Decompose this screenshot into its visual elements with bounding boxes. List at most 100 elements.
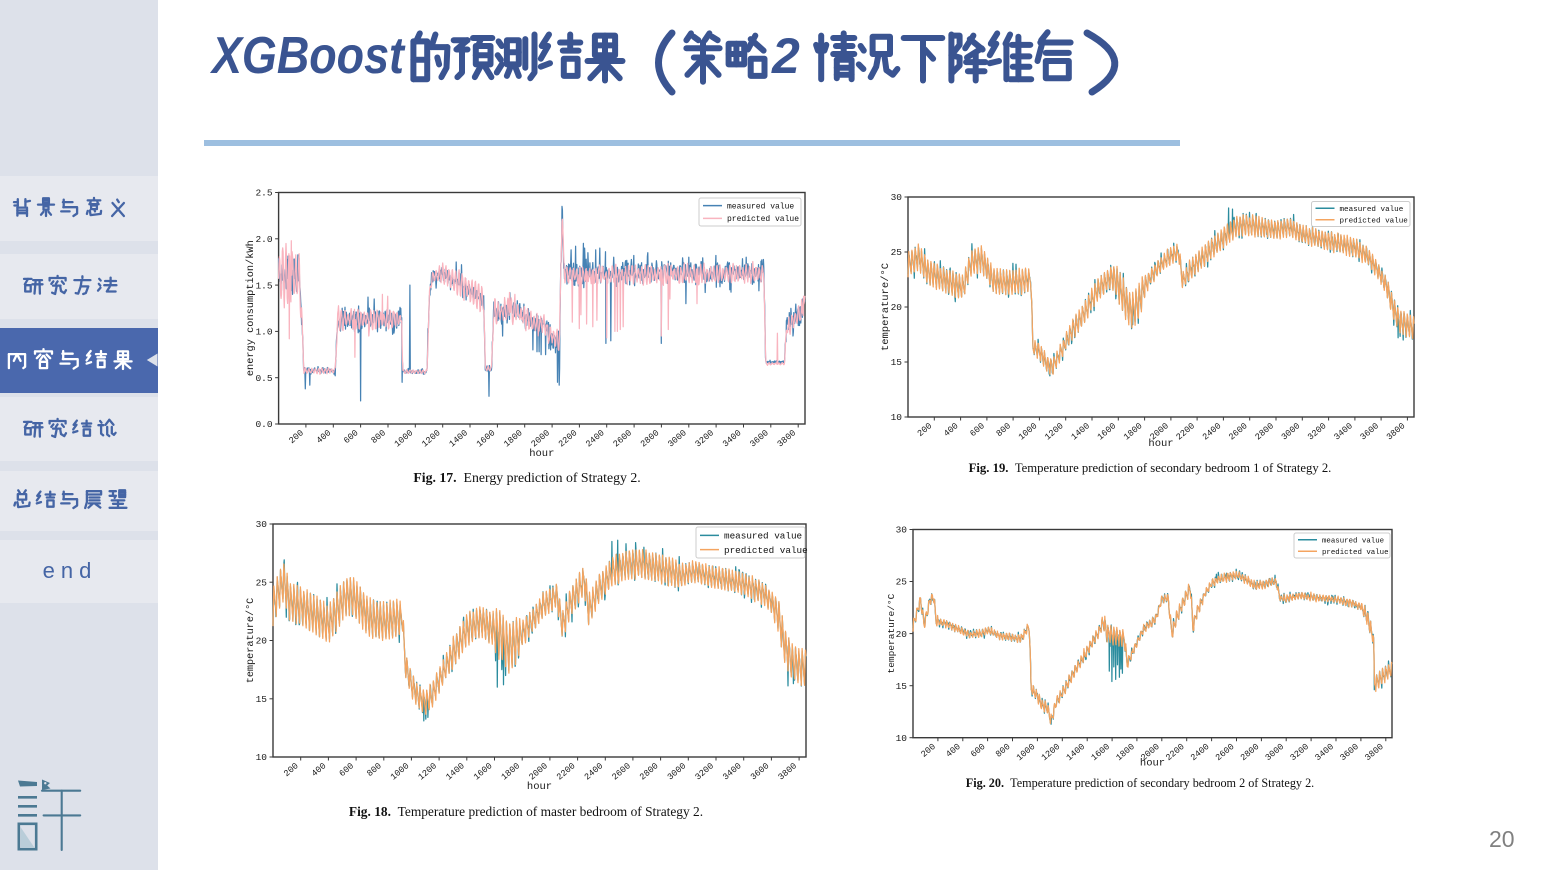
svg-text:2400: 2400: [584, 428, 607, 449]
svg-text:10: 10: [891, 412, 903, 423]
svg-text:2: 2: [771, 28, 800, 84]
svg-text:3800: 3800: [1363, 742, 1386, 763]
svg-text:400: 400: [942, 421, 961, 439]
svg-text:3400: 3400: [1332, 421, 1355, 442]
svg-text:3800: 3800: [1385, 421, 1408, 442]
svg-text:200: 200: [282, 761, 301, 779]
svg-text:3600: 3600: [748, 428, 771, 449]
svg-text:predicted value: predicted value: [724, 545, 808, 556]
svg-text:measured value: measured value: [724, 531, 802, 542]
svg-text:3200: 3200: [1288, 742, 1311, 763]
svg-text:1800: 1800: [500, 761, 523, 782]
svg-text:1000: 1000: [1015, 742, 1038, 763]
svg-text:measured value: measured value: [727, 202, 794, 211]
svg-text:1800: 1800: [502, 428, 525, 449]
svg-text:temperature/°C: temperature/°C: [886, 593, 897, 673]
svg-text:2000: 2000: [529, 428, 552, 449]
svg-text:200: 200: [919, 742, 938, 760]
svg-text:25: 25: [891, 247, 903, 258]
svg-text:25: 25: [896, 577, 908, 588]
svg-text:1600: 1600: [1089, 742, 1112, 763]
svg-text:1200: 1200: [1040, 742, 1063, 763]
svg-text:0.5: 0.5: [255, 373, 272, 384]
svg-text:3600: 3600: [1358, 421, 1381, 442]
svg-text:XGBoost: XGBoost: [209, 27, 406, 85]
svg-text:2600: 2600: [610, 761, 633, 782]
svg-text:1000: 1000: [393, 428, 416, 449]
svg-text:temperature/°C: temperature/°C: [880, 263, 892, 351]
svg-text:15: 15: [891, 357, 903, 368]
svg-text:hour: hour: [529, 448, 554, 460]
svg-text:15: 15: [896, 681, 908, 692]
svg-text:2600: 2600: [611, 428, 634, 449]
svg-text:1200: 1200: [1043, 421, 1066, 442]
svg-text:1400: 1400: [1069, 421, 1092, 442]
svg-text:3400: 3400: [1313, 742, 1336, 763]
svg-text:1400: 1400: [444, 761, 467, 782]
svg-text:20: 20: [256, 636, 268, 647]
svg-text:200: 200: [287, 428, 306, 446]
svg-text:10: 10: [256, 752, 268, 763]
svg-text:0.0: 0.0: [255, 419, 272, 430]
svg-text:measured value: measured value: [1322, 537, 1384, 545]
svg-text:400: 400: [944, 742, 963, 760]
svg-text:2400: 2400: [1189, 742, 1212, 763]
svg-text:hour: hour: [1140, 758, 1165, 770]
svg-text:2200: 2200: [555, 761, 578, 782]
svg-text:2200: 2200: [1164, 742, 1187, 763]
svg-text:1.5: 1.5: [255, 280, 272, 291]
svg-text:2200: 2200: [557, 428, 580, 449]
svg-text:2600: 2600: [1214, 742, 1237, 763]
svg-text:3200: 3200: [1306, 421, 1329, 442]
svg-text:hour: hour: [1148, 438, 1173, 450]
svg-text:800: 800: [994, 421, 1013, 439]
svg-text:1000: 1000: [1017, 421, 1040, 442]
svg-text:600: 600: [969, 742, 988, 760]
svg-text:30: 30: [256, 519, 268, 530]
svg-text:3000: 3000: [666, 428, 689, 449]
svg-text:temperature/°C: temperature/°C: [245, 598, 257, 684]
svg-text:2000: 2000: [527, 761, 550, 782]
svg-text:3200: 3200: [693, 428, 716, 449]
svg-text:1000: 1000: [389, 761, 412, 782]
svg-text:predicted value: predicted value: [1340, 217, 1409, 225]
svg-text:2400: 2400: [583, 761, 606, 782]
svg-text:1600: 1600: [1096, 421, 1119, 442]
svg-text:400: 400: [315, 428, 334, 446]
svg-text:200: 200: [916, 421, 935, 439]
svg-text:3000: 3000: [1280, 421, 1303, 442]
svg-text:30: 30: [891, 192, 903, 203]
svg-text:1200: 1200: [420, 428, 443, 449]
svg-text:1400: 1400: [447, 428, 470, 449]
svg-text:2.5: 2.5: [255, 188, 272, 199]
svg-text:3800: 3800: [776, 428, 799, 449]
svg-text:energy consumption/kWh: energy consumption/kWh: [245, 240, 257, 376]
svg-text:3200: 3200: [693, 761, 716, 782]
svg-text:30: 30: [896, 525, 908, 536]
svg-text:2800: 2800: [1253, 421, 1276, 442]
svg-text:2800: 2800: [1239, 742, 1262, 763]
svg-text:600: 600: [342, 428, 361, 446]
svg-text:2400: 2400: [1201, 421, 1224, 442]
svg-text:1400: 1400: [1065, 742, 1088, 763]
svg-text:1600: 1600: [472, 761, 495, 782]
svg-text:800: 800: [369, 428, 388, 446]
svg-text:15: 15: [256, 694, 268, 705]
svg-text:1.0: 1.0: [255, 327, 272, 338]
svg-text:1800: 1800: [1114, 742, 1137, 763]
svg-text:3400: 3400: [721, 428, 744, 449]
svg-text:20: 20: [896, 629, 908, 640]
svg-text:1800: 1800: [1122, 421, 1145, 442]
svg-text:hour: hour: [527, 781, 552, 793]
svg-text:1600: 1600: [475, 428, 498, 449]
svg-text:20: 20: [891, 302, 903, 313]
svg-text:600: 600: [968, 421, 987, 439]
svg-text:2600: 2600: [1227, 421, 1250, 442]
svg-text:1200: 1200: [416, 761, 439, 782]
svg-text:3000: 3000: [1264, 742, 1287, 763]
svg-text:2800: 2800: [639, 428, 662, 449]
svg-text:10: 10: [896, 733, 908, 744]
svg-text:3600: 3600: [1338, 742, 1361, 763]
svg-text:25: 25: [256, 578, 268, 589]
svg-text:800: 800: [994, 742, 1013, 760]
